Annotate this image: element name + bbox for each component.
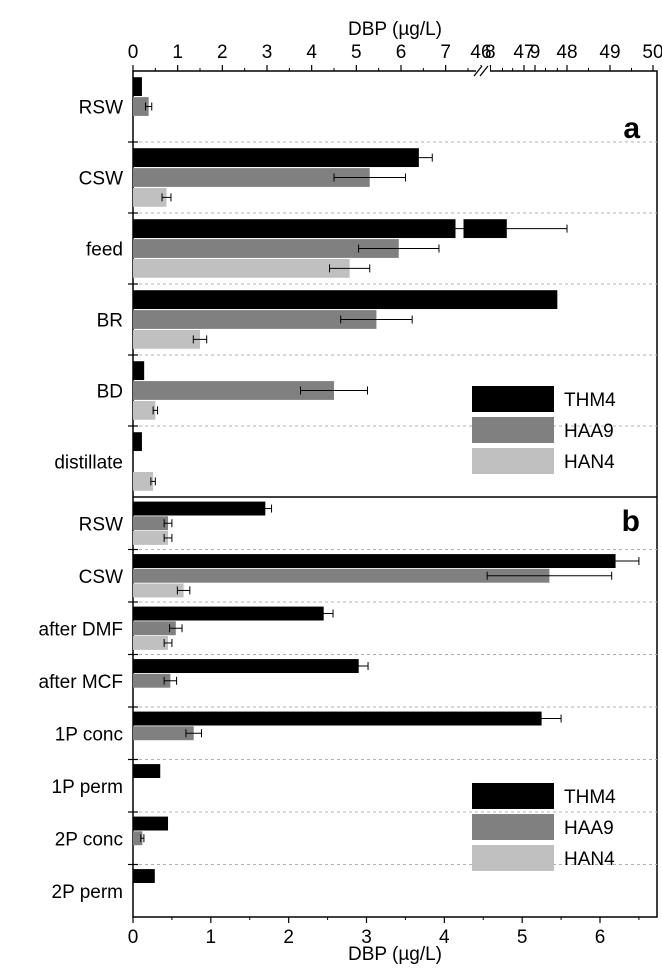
axis-break-mark <box>473 65 483 77</box>
bar-haa9 <box>133 381 334 400</box>
bar-thm4 <box>133 659 359 674</box>
top-axis-title: DBP (µg/L) <box>348 19 442 40</box>
bar-haa9 <box>133 168 370 187</box>
bar-han4 <box>133 329 200 349</box>
bar-haa9 <box>133 831 143 846</box>
axis-break-gap <box>476 66 490 76</box>
top-axis-tick-label: 50 <box>642 42 662 63</box>
top-axis-tick-label: 6 <box>396 42 407 63</box>
top-axis-tick-label: 0 <box>128 42 139 63</box>
category-label: 2P conc <box>55 829 123 850</box>
bar-haa9 <box>133 97 149 116</box>
top-axis-tick-label: 2 <box>217 42 228 63</box>
legend-swatch-thm4 <box>472 386 554 412</box>
bottom-axis-title: DBP (µg/L) <box>348 944 442 965</box>
category-label: BR <box>97 311 123 332</box>
category-label: RSW <box>79 514 123 535</box>
bottom-axis-tick-label: 4 <box>439 927 450 948</box>
category-label: 1P perm <box>52 777 123 798</box>
category-label: CSW <box>79 169 123 190</box>
bar-han4 <box>133 400 156 420</box>
bar-thm4 <box>133 77 142 97</box>
bar-haa9 <box>133 568 550 583</box>
bar-thm4 <box>133 501 266 516</box>
axis-break-mark <box>479 65 489 77</box>
legend-label: HAN4 <box>564 452 615 473</box>
top-axis-tick-label: 5 <box>351 42 362 63</box>
bar-thm4 <box>133 432 142 452</box>
legend-label: HAN4 <box>564 849 615 870</box>
top-axis-tick-label: 1 <box>172 42 183 63</box>
bar-han4 <box>133 530 169 545</box>
bar-han4 <box>133 635 169 650</box>
legend-label: THM4 <box>564 390 616 411</box>
bottom-axis-tick-label: 1 <box>206 927 217 948</box>
bar-haa9 <box>133 310 377 329</box>
bar-thm4 <box>133 219 456 239</box>
bar-haa9 <box>133 239 399 258</box>
top-axis-tick-label: 7 <box>440 42 451 63</box>
top-axis-tick-label: 46 <box>470 42 491 63</box>
bottom-axis-tick-label: 5 <box>517 927 528 948</box>
category-label: RSW <box>79 98 123 119</box>
category-label: BD <box>97 382 123 403</box>
legend-swatch-haa9 <box>472 814 554 840</box>
top-axis-tick-label: 4 <box>306 42 317 63</box>
legend-label: THM4 <box>564 787 616 808</box>
panel-label-b: b <box>622 505 640 538</box>
bar-haa9 <box>133 516 169 531</box>
category-label: CSW <box>79 567 123 588</box>
legend-label: HAA9 <box>564 421 614 442</box>
bar-thm4 <box>133 869 155 884</box>
bar-thm4 <box>133 606 324 621</box>
top-axis-tick-label: 8 <box>485 42 496 63</box>
bar-han4 <box>133 187 167 207</box>
category-label: after MCF <box>39 672 123 693</box>
category-label: after DMF <box>39 619 123 640</box>
category-label: 2P perm <box>52 882 123 903</box>
bar-haa9 <box>133 621 176 636</box>
bar-thm4 <box>133 816 169 831</box>
bar-thm4 <box>133 290 558 310</box>
legend-swatch-thm4 <box>472 783 554 809</box>
legend-swatch-han4 <box>472 448 554 474</box>
bar-han4 <box>133 258 350 278</box>
legend-swatch-han4 <box>472 845 554 871</box>
legend-swatch-haa9 <box>472 417 554 443</box>
bottom-axis-tick-label: 0 <box>128 927 139 948</box>
top-axis-tick-label: 3 <box>262 42 273 63</box>
bar-han4 <box>133 583 184 598</box>
category-label: feed <box>86 240 123 261</box>
top-axis-tick-label: 47 <box>513 42 534 63</box>
bar-han4 <box>133 471 154 491</box>
legend-label: HAA9 <box>564 818 614 839</box>
panel-label-a: a <box>623 112 640 145</box>
bar-haa9 <box>133 673 171 688</box>
category-label: 1P conc <box>55 724 123 745</box>
bar-thm4 <box>133 711 542 726</box>
top-axis-tick-label: 49 <box>599 42 620 63</box>
bar-thm4 <box>133 148 419 168</box>
bar-thm4 <box>133 764 161 779</box>
bottom-axis-tick-label: 2 <box>283 927 294 948</box>
plot-frame <box>132 70 658 918</box>
top-axis-tick-label: 48 <box>556 42 577 63</box>
bar-thm4 <box>133 361 145 381</box>
bottom-axis-tick-label: 3 <box>361 927 372 948</box>
top-axis-tick-label: 9 <box>530 42 541 63</box>
category-label: distillate <box>54 453 123 474</box>
bar-thm4 <box>133 554 616 569</box>
bar-haa9 <box>133 726 194 741</box>
bottom-axis-tick-label: 6 <box>595 927 606 948</box>
